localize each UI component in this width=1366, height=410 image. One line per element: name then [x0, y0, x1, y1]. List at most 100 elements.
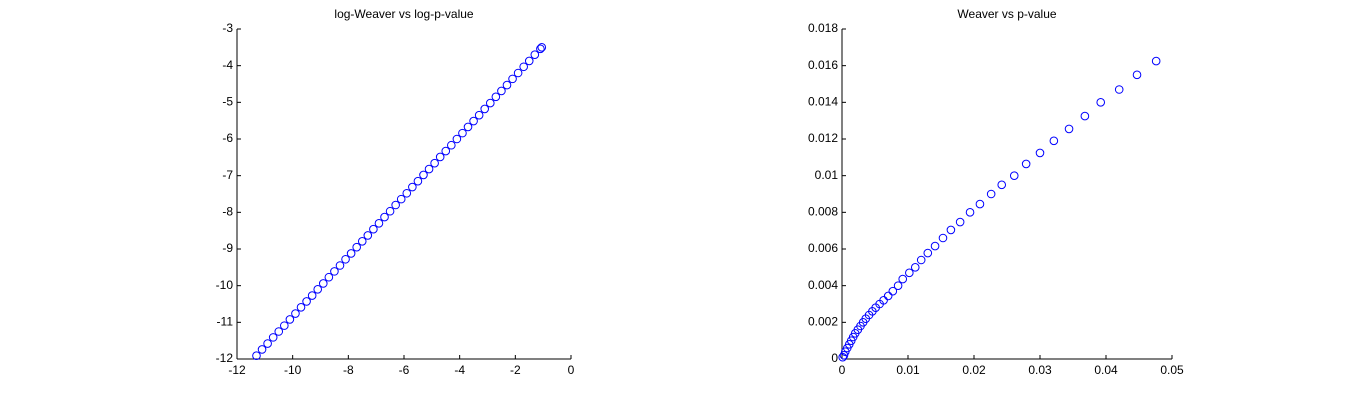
point [280, 321, 289, 330]
point [274, 327, 284, 336]
point [252, 351, 261, 361]
point [374, 219, 384, 228]
point [424, 164, 434, 174]
point [435, 152, 445, 162]
point [888, 286, 898, 296]
x-tick-label: 0.03 [1028, 363, 1052, 377]
point [938, 233, 948, 243]
point [1132, 70, 1142, 80]
point [1035, 148, 1045, 158]
y-tick-label: -8 [222, 205, 233, 219]
point [452, 134, 462, 144]
point [965, 208, 975, 217]
x-tick-label: 0.05 [1160, 363, 1184, 377]
point [391, 200, 400, 210]
point [302, 297, 311, 306]
point [916, 255, 926, 265]
point [893, 281, 903, 290]
chart-title: log-Weaver vs log-p-value [334, 7, 473, 21]
point [257, 345, 267, 354]
point [346, 249, 356, 258]
point [923, 248, 933, 258]
point [291, 309, 300, 318]
point [380, 212, 389, 222]
point [1009, 171, 1019, 180]
y-tick-label: -9 [222, 241, 233, 255]
point [1096, 98, 1106, 107]
point [879, 296, 888, 305]
point [838, 352, 847, 362]
point [469, 116, 478, 126]
point [385, 206, 395, 216]
point [537, 43, 547, 52]
point [502, 80, 512, 90]
point [1049, 136, 1059, 146]
point [513, 68, 523, 78]
y-tick-label: -3 [222, 21, 233, 35]
point [1114, 85, 1124, 94]
point [313, 285, 323, 294]
point [930, 241, 940, 251]
y-tick-label: -6 [222, 131, 233, 145]
point [474, 110, 484, 120]
point [369, 224, 378, 234]
x-tick-label: 0.02 [962, 363, 986, 377]
y-tick-label: -4 [222, 58, 233, 72]
chart-title: Weaver vs p-value [957, 7, 1056, 21]
y-tick-label: 0 [831, 351, 838, 365]
point [402, 188, 412, 198]
point [536, 44, 545, 54]
point [946, 225, 956, 235]
point [441, 146, 451, 156]
x-tick-label: 0.04 [1094, 363, 1118, 377]
point [447, 140, 456, 150]
y-tick-label: 0.016 [808, 58, 838, 72]
point [910, 263, 920, 272]
y-tick-label: -5 [222, 95, 233, 109]
point [1064, 124, 1074, 134]
point [413, 176, 423, 186]
point [307, 291, 317, 300]
point [458, 128, 467, 138]
point [318, 279, 328, 288]
x-tick-label: -2 [510, 363, 521, 377]
point [1151, 56, 1161, 66]
point [335, 261, 345, 270]
point [263, 339, 272, 348]
point [1021, 159, 1031, 169]
point [430, 158, 439, 168]
point [997, 180, 1007, 190]
x-tick-label: 0 [839, 363, 846, 377]
point [341, 254, 350, 264]
x-tick-label: -4 [454, 363, 465, 377]
y-tick-label: -7 [222, 168, 233, 182]
point [352, 242, 361, 252]
point [268, 333, 278, 342]
point [986, 189, 996, 199]
point [839, 351, 849, 360]
x-tick-label: -6 [399, 363, 410, 377]
y-tick-label: -11 [217, 315, 234, 329]
point [485, 98, 495, 108]
point [519, 62, 528, 72]
point [1080, 111, 1090, 121]
point [905, 268, 914, 278]
y-tick-label: 0.012 [808, 131, 838, 145]
point [419, 170, 428, 180]
point [491, 92, 501, 102]
y-tick-label: 0.01 [815, 168, 839, 182]
y-tick-label: 0.006 [808, 241, 838, 255]
point [508, 74, 517, 84]
y-tick-label: 0.018 [808, 21, 838, 35]
point [975, 199, 985, 209]
y-tick-label: 0.004 [808, 278, 838, 292]
point [324, 272, 334, 282]
point [396, 194, 406, 204]
point [480, 104, 490, 114]
y-tick-label: 0.002 [808, 315, 838, 329]
point [363, 231, 373, 240]
point [524, 56, 534, 66]
point [898, 274, 908, 284]
